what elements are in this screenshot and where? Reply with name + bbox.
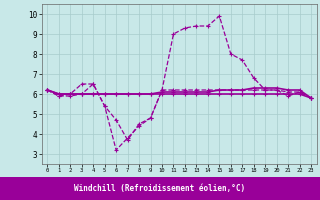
Text: Windchill (Refroidissement éolien,°C): Windchill (Refroidissement éolien,°C) [75,184,245,194]
